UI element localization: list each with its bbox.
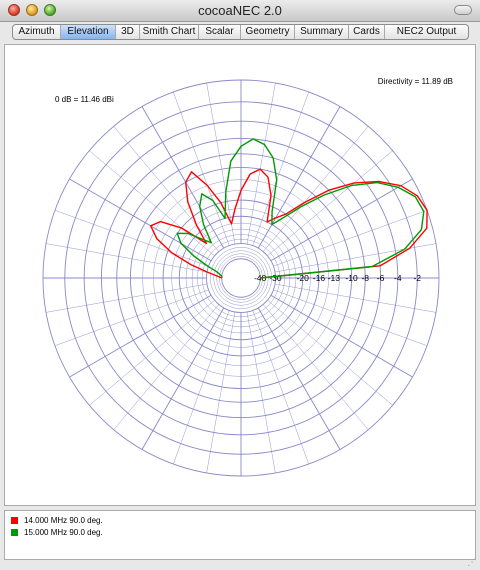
- grid-spoke: [69, 294, 212, 378]
- title-bar: cocoaNEC 2.0: [0, 0, 480, 22]
- grid-spoke: [257, 307, 341, 450]
- ring-tick-label: -20: [297, 273, 310, 283]
- elevation-polar-chart: -40 -30 -20 -16 -13 -10 -8 -6 -4 -2: [42, 79, 440, 477]
- grid-ring: [210, 247, 272, 309]
- grid-spoke: [270, 294, 413, 378]
- tab-cards[interactable]: Cards: [349, 25, 385, 39]
- ring-tick-label: -30: [269, 273, 282, 283]
- elevation-plot-panel: -40 -30 -20 -16 -13 -10 -8 -6 -4 -2 0 dB = 11.46 …: [4, 44, 476, 506]
- ring-tick-label: -4: [394, 273, 402, 283]
- legend-label: 15.000 MHz 90.0 deg.: [24, 528, 103, 537]
- grid-spoke: [252, 91, 309, 246]
- grid-spoke: [206, 311, 236, 474]
- resize-grip-icon[interactable]: ⋰: [467, 557, 477, 568]
- directivity-label: Directivity = 11.89 dB: [377, 77, 453, 86]
- grid-spoke: [45, 283, 208, 313]
- grid-spoke: [262, 304, 369, 430]
- legend-swatch-red: [11, 517, 18, 524]
- tab-elevation[interactable]: Elevation: [61, 25, 116, 39]
- grid-spoke: [113, 304, 220, 430]
- ring-tick-label: -16: [313, 273, 326, 283]
- grid-spoke: [45, 243, 208, 273]
- pattern-series-1: [149, 168, 428, 279]
- tab-bar: Azimuth Elevation 3D Smith Chart Scalar …: [12, 24, 469, 40]
- tab-nec2-output[interactable]: NEC2 Output: [396, 26, 457, 37]
- grid-spoke: [252, 310, 309, 465]
- grid-spoke: [273, 210, 428, 267]
- ring-tick-label: -6: [377, 273, 385, 283]
- tab-azimuth[interactable]: Azimuth: [13, 25, 61, 39]
- close-window-button[interactable]: [8, 4, 20, 16]
- grid-spoke: [69, 178, 212, 262]
- tab-summary[interactable]: Summary: [295, 25, 349, 39]
- grid-spoke: [173, 310, 230, 465]
- minimize-window-button[interactable]: [26, 4, 38, 16]
- grid-spoke: [267, 150, 393, 257]
- grid-spoke: [141, 106, 225, 249]
- zoom-window-button[interactable]: [44, 4, 56, 16]
- grid-spoke: [270, 178, 413, 262]
- ring-tick-label: -10: [345, 273, 358, 283]
- grid-spoke: [54, 289, 209, 346]
- window-title: cocoaNEC 2.0: [198, 3, 282, 18]
- tab-smith-chart[interactable]: Smith Chart: [140, 25, 199, 39]
- ring-tick-label: -2: [413, 273, 421, 283]
- grid-spoke: [267, 299, 393, 406]
- grid-spoke: [246, 311, 276, 474]
- grid-spoke: [113, 126, 220, 252]
- tab-scalar[interactable]: Scalar: [199, 25, 241, 39]
- ring-tick-label: -8: [361, 273, 369, 283]
- grid-spoke: [257, 106, 341, 249]
- legend-item: 14.000 MHz 90.0 deg.: [11, 516, 103, 525]
- grid-spoke: [273, 289, 428, 346]
- tab-geometry[interactable]: Geometry: [241, 25, 295, 39]
- grid-spoke: [173, 91, 230, 246]
- grid-spoke: [206, 82, 236, 245]
- legend-swatch-green: [11, 529, 18, 536]
- grid-spoke: [141, 307, 225, 450]
- grid-spoke: [246, 82, 276, 245]
- legend-panel: 14.000 MHz 90.0 deg. 15.000 MHz 90.0 deg…: [4, 510, 476, 560]
- grid-spoke: [274, 283, 437, 313]
- pattern-series-2: [176, 138, 425, 279]
- grid-spoke: [54, 210, 209, 267]
- grid-spoke: [262, 126, 369, 252]
- tab-3d[interactable]: 3D: [116, 25, 140, 39]
- legend-label: 14.000 MHz 90.0 deg.: [24, 516, 103, 525]
- grid-ring: [213, 250, 269, 306]
- toolbar-toggle-button[interactable]: [454, 5, 472, 15]
- grid-spoke: [89, 150, 215, 257]
- grid-spoke: [89, 299, 215, 406]
- reference-level-label: 0 dB = 11.46 dBi: [55, 95, 114, 104]
- ring-tick-label: -13: [328, 273, 341, 283]
- legend-item: 15.000 MHz 90.0 deg.: [11, 528, 103, 537]
